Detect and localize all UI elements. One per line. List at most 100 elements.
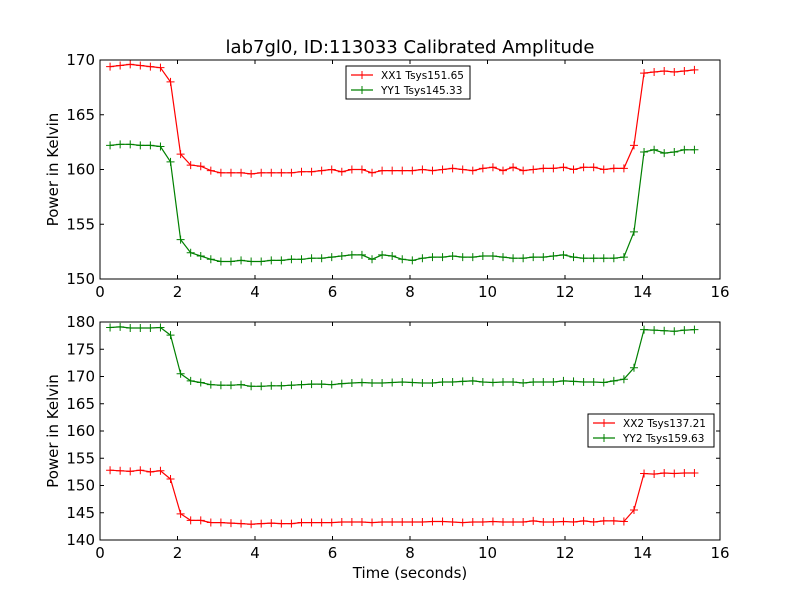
data-point [619, 253, 628, 262]
data-point [499, 518, 507, 527]
data-point [307, 518, 316, 527]
data-point [126, 140, 135, 149]
data-point [347, 379, 356, 388]
chart-title: lab7gl0, ID:113033 Calibrated Amplitude [226, 37, 595, 58]
data-point [448, 164, 457, 173]
data-point [277, 519, 286, 528]
data-point [196, 162, 205, 171]
data-point [640, 69, 649, 78]
data-point [458, 518, 467, 527]
data-point [357, 378, 366, 387]
data-point [327, 518, 336, 527]
data-point [206, 518, 215, 527]
data-point [277, 381, 286, 390]
x-tick-label: 6 [328, 283, 338, 301]
x-tick-label: 12 [555, 544, 574, 562]
data-point [186, 516, 195, 525]
data-point [599, 254, 608, 263]
data-point [499, 166, 507, 175]
x-tick-label: 6 [328, 544, 338, 562]
data-point [448, 377, 457, 386]
data-point [408, 378, 417, 387]
x-tick-label: 0 [95, 283, 105, 301]
data-point [257, 168, 266, 177]
data-point [368, 255, 377, 264]
data-point [277, 168, 286, 177]
data-point [267, 168, 276, 177]
data-point [619, 164, 628, 173]
data-point [650, 470, 659, 479]
data-point [529, 377, 538, 386]
data-point [640, 325, 649, 334]
y-tick-label: 145 [66, 504, 95, 522]
data-point [609, 516, 618, 525]
data-point [408, 518, 417, 527]
y-tick-label: 150 [66, 477, 95, 495]
x-tick-label: 16 [710, 544, 729, 562]
data-point [216, 257, 225, 266]
data-point [398, 518, 407, 527]
data-point [629, 141, 638, 150]
data-point [267, 256, 276, 265]
y-tick-label: 165 [66, 395, 95, 413]
legend-label: YY1 Tsys145.33 [380, 85, 462, 97]
data-point [186, 161, 195, 170]
data-point [640, 147, 649, 156]
data-point [488, 517, 497, 526]
data-point [156, 142, 165, 151]
y-tick-label: 175 [66, 340, 95, 358]
y-tick-label: 155 [66, 449, 95, 467]
data-point [408, 166, 417, 175]
data-point [559, 517, 568, 526]
data-point [287, 168, 296, 177]
data-point [690, 145, 699, 154]
legend-label: XX1 Tsys151.65 [381, 70, 464, 82]
data-point [499, 253, 507, 262]
data-point [569, 518, 578, 527]
data-point [509, 163, 518, 172]
y-tick-label: 170 [66, 368, 95, 386]
data-point [428, 166, 437, 175]
data-point [216, 168, 225, 177]
data-point [529, 253, 538, 262]
data-point [297, 518, 306, 527]
data-point [629, 363, 638, 372]
data-point [418, 254, 427, 263]
series-1 [106, 466, 699, 529]
data-point [237, 256, 246, 265]
data-point [488, 378, 497, 387]
data-point [670, 68, 679, 77]
data-point [347, 250, 356, 259]
data-point [529, 516, 538, 525]
data-point [609, 164, 618, 173]
data-point [116, 140, 125, 149]
data-point [448, 252, 457, 261]
data-point [660, 66, 669, 75]
data-point [307, 254, 316, 263]
data-point [176, 150, 185, 159]
data-point [478, 164, 487, 173]
x-tick-label: 8 [405, 283, 415, 301]
data-point [418, 165, 427, 174]
data-point [166, 157, 175, 166]
data-point [106, 323, 115, 332]
data-point [670, 147, 679, 156]
data-point [166, 331, 175, 340]
data-point [549, 164, 558, 173]
data-point [599, 165, 608, 174]
data-point [398, 255, 407, 264]
bottom-panel: 0 2 4 6 8 10 12 14 16 140 145 150 155 160 165 170 175 180… [44, 313, 730, 582]
data-point [277, 256, 286, 265]
data-point [257, 382, 266, 391]
data-point [519, 379, 528, 388]
legend-label: XX2 Tsys137.21 [623, 418, 706, 430]
legend-box [345, 65, 471, 100]
data-point [428, 253, 437, 262]
x-tick-label: 10 [478, 283, 497, 301]
data-point [579, 163, 588, 172]
x-tick-label: 16 [710, 283, 729, 301]
data-point [166, 77, 175, 86]
data-point [357, 250, 366, 259]
data-point [166, 474, 175, 483]
